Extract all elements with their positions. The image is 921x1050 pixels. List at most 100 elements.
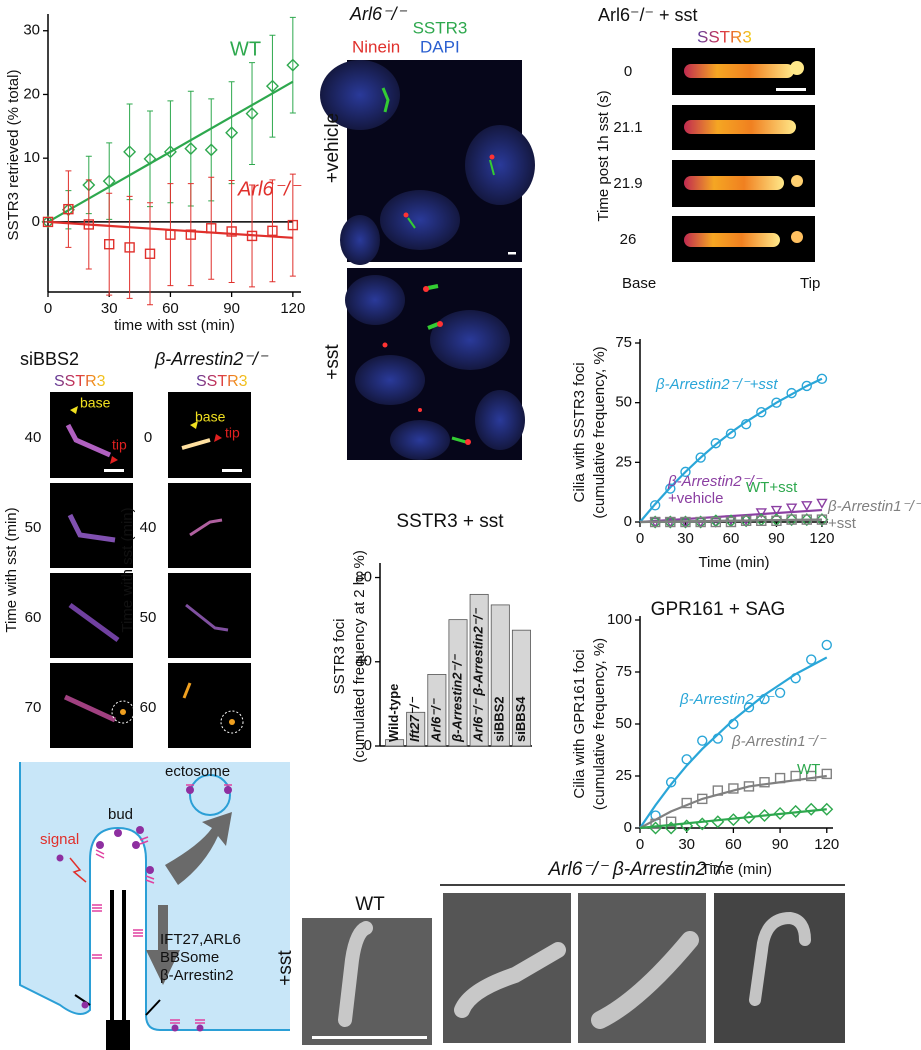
data-point [711, 815, 725, 829]
panel-title: siBBS2 [20, 349, 79, 369]
arl6-panel: Arl6⁻/⁻ SSTR3 Ninein DAPI +vehicle +sst [320, 4, 535, 460]
error-bar [126, 103, 133, 201]
x-axis-label: time with sst (min) [114, 317, 235, 334]
em-label: Arl6⁻/⁻ β-Arrestin2⁻/⁻ [548, 859, 734, 880]
stain-label: DAPI [420, 37, 460, 56]
x-axis-label: Time (min) [698, 554, 769, 571]
time-label: 40 [140, 519, 157, 536]
data-point [758, 809, 772, 823]
em-panel: WT Arl6⁻/⁻ β-Arrestin2⁻/⁻ +sst [275, 859, 845, 1045]
data-point [774, 687, 786, 698]
diagram-label: BBSome [160, 949, 219, 966]
data-point [712, 733, 724, 744]
data-point [743, 781, 755, 792]
data-point [678, 515, 692, 529]
data-point [773, 806, 787, 820]
channel-label: SSTR3 [697, 27, 752, 46]
error-bar [147, 202, 154, 306]
data-point [697, 793, 708, 805]
series-label: +vehicle [668, 490, 723, 507]
y-tick-label: 0 [32, 213, 40, 230]
y-tick-label: 80 [355, 568, 372, 585]
series-label: β-Arrestin2⁻/⁻+sst [655, 376, 778, 393]
y-tick-label: 30 [23, 22, 40, 39]
error-bar [126, 195, 133, 299]
x-tick-label: 90 [768, 530, 785, 547]
data-point [759, 693, 770, 705]
data-point [785, 513, 799, 527]
data-point [225, 126, 239, 140]
y-axis-label: Cilia with GPR161 foci [571, 649, 588, 798]
data-point [104, 239, 115, 250]
data-point [650, 818, 661, 830]
data-point [816, 373, 828, 384]
panel-title: β-Arrestin2⁻/⁻ [154, 349, 269, 369]
y-axis-label: (cumulative frequency, %) [591, 346, 608, 518]
data-point [681, 754, 692, 765]
data-point [789, 804, 803, 818]
channel-label: SSTR3 [196, 373, 248, 390]
data-point [680, 819, 694, 833]
bar-category-label: Arl6⁻/⁻ β-Arrestin2⁻/⁻ [471, 607, 486, 743]
data-point [759, 777, 770, 788]
bar [385, 739, 405, 747]
data-point [740, 515, 752, 527]
x-tick-label: 60 [723, 530, 740, 547]
data-point [681, 797, 692, 809]
x-tick-label: 90 [772, 836, 789, 853]
data-point [695, 452, 706, 463]
stain-label: SSTR3 [413, 18, 468, 37]
data-point [665, 516, 676, 528]
data-point [801, 501, 813, 512]
x-axis-label: Time (min) [701, 861, 772, 878]
series-label: WT+sst [746, 479, 798, 496]
data-point [102, 174, 116, 188]
error-bar [249, 62, 256, 166]
data-point [786, 387, 797, 399]
series-label: Arl6⁻/⁻ [237, 178, 302, 200]
data-point [770, 505, 783, 516]
bar-category-label: siBBS2 [492, 696, 507, 742]
error-bar [85, 179, 92, 270]
data-point [680, 516, 691, 528]
panel-title: Arl6⁻/⁻ + sst [598, 5, 698, 25]
chart-title: SSTR3 + sst [396, 511, 504, 532]
data-point [695, 817, 709, 831]
data-point [820, 802, 834, 816]
data-point [143, 152, 157, 166]
series-label: WT [797, 761, 820, 778]
channel-label: SSTR3 [54, 373, 106, 390]
bar [490, 604, 510, 747]
y-tick-label: 75 [615, 663, 632, 680]
diagram-label: β-Arrestin2 [160, 967, 234, 984]
y-tick-label: 50 [615, 394, 632, 411]
fit-line [639, 377, 823, 523]
data-point [743, 702, 755, 713]
y-tick-label: 50 [615, 715, 632, 732]
bar-category-label: Ift27⁻/⁻ [407, 696, 422, 742]
data-point [246, 230, 258, 242]
time-label: 50 [25, 519, 42, 536]
data-point [204, 143, 218, 157]
data-point [816, 498, 828, 509]
axis-label: Time post 1h sst (s) [595, 90, 612, 221]
data-point [287, 219, 299, 231]
data-point [821, 639, 832, 651]
data-point [821, 768, 832, 780]
bar [469, 593, 489, 747]
data-point [800, 513, 814, 527]
em-label: WT [355, 894, 385, 915]
data-point [41, 215, 55, 229]
data-point [801, 514, 812, 525]
time-label: 40 [25, 429, 42, 446]
x-tick-label: 30 [101, 300, 118, 317]
error-bar [147, 110, 154, 208]
data-point [801, 380, 812, 392]
series-label: β-Arrestin1⁻/⁻ [731, 733, 827, 750]
time-label: 70 [25, 699, 42, 716]
y-axis-label: SSTR3 retrieved (% total) [5, 70, 22, 241]
error-bar [269, 34, 276, 138]
data-point [816, 514, 828, 525]
data-point [695, 516, 706, 528]
series-label: β-Arrestin2⁻/⁻ [679, 691, 775, 708]
